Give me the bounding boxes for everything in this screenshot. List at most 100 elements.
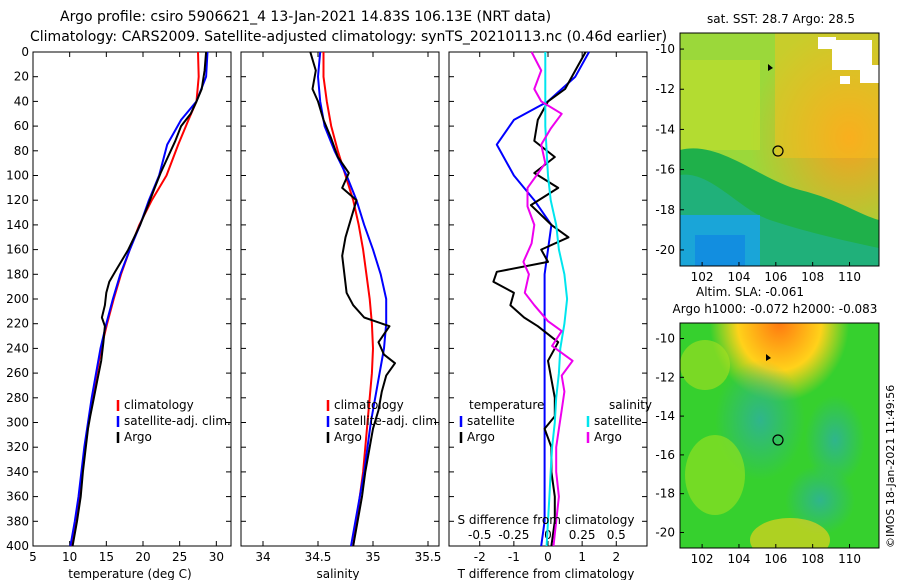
depth-tick-label: 120 bbox=[6, 193, 29, 207]
series-line-climatology bbox=[322, 52, 374, 547]
legend-label-s-argo: Argo bbox=[594, 430, 622, 444]
depth-tick-label: 240 bbox=[6, 341, 29, 355]
lon-tick-label: 102 bbox=[691, 270, 714, 284]
x-tick-label: 0 bbox=[544, 550, 552, 564]
depth-tick-label: 280 bbox=[6, 391, 29, 405]
series-line-salinity-argo bbox=[522, 51, 574, 547]
profile-location-circle bbox=[772, 434, 784, 446]
title-line-1: Argo profile: csiro 5906621_4 13-Jan-202… bbox=[60, 9, 551, 25]
depth-tick-label: 100 bbox=[6, 169, 29, 183]
sla-map-image bbox=[680, 323, 879, 548]
lon-tick-label: 104 bbox=[728, 270, 751, 284]
depth-tick-label: 320 bbox=[6, 440, 29, 454]
sla-map-title-line-2: Argo h1000: -0.072 h2000: -0.083 bbox=[673, 302, 878, 316]
lat-tick-label: -20 bbox=[655, 243, 675, 257]
lon-tick-label: 104 bbox=[728, 552, 751, 566]
depth-tick-label: 60 bbox=[14, 119, 29, 133]
s-tick-label: 0.5 bbox=[607, 528, 626, 542]
lat-tick-label: -14 bbox=[655, 122, 675, 136]
depth-tick-label: 200 bbox=[6, 292, 29, 306]
x-tick-label: 34 bbox=[255, 550, 270, 564]
sst-map-title: sat. SST: 28.7 Argo: 28.5 bbox=[707, 12, 855, 26]
sst-map-image bbox=[680, 33, 879, 266]
lat-tick-label: -16 bbox=[655, 448, 675, 462]
series-line-argo bbox=[71, 51, 208, 547]
profile-location-circle bbox=[772, 145, 784, 157]
difference-plot-frame bbox=[448, 51, 648, 547]
s-tick-label: -0.5 bbox=[468, 528, 491, 542]
lon-tick-label: 110 bbox=[838, 552, 861, 566]
depth-tick-label: 140 bbox=[6, 218, 29, 232]
sla-longitude-ticks: 102 104 106 108 110 bbox=[691, 544, 861, 566]
series-line-satellite-adj-clim- bbox=[69, 51, 209, 547]
salinity-axis-ticks: 34 34.5 35 35.5 bbox=[255, 52, 441, 564]
lat-tick-label: -12 bbox=[655, 370, 675, 384]
legend-title-temperature: temperature bbox=[469, 398, 544, 412]
temperature-panel: 0 20 40 60 80 100 120 140 160 180 200 220 240 260 280 3… bbox=[6, 45, 232, 580]
title-line-2: Climatology: CARS2009. Satellite-adjuste… bbox=[30, 29, 667, 45]
depth-tick-label: 340 bbox=[6, 465, 29, 479]
series-line-argo bbox=[309, 51, 396, 547]
x-tick-label: 15 bbox=[99, 550, 114, 564]
depth-tick-label: 400 bbox=[6, 539, 29, 553]
legend-label-climatology: climatology bbox=[334, 398, 404, 412]
depth-tick-label: 180 bbox=[6, 267, 29, 281]
lon-tick-label: 102 bbox=[691, 552, 714, 566]
lon-tick-label: 108 bbox=[801, 270, 824, 284]
sst-longitude-ticks: 102 104 106 108 110 bbox=[691, 262, 861, 284]
depth-tick-label: 160 bbox=[6, 243, 29, 257]
salinity-plot-frame bbox=[240, 51, 440, 547]
depth-tick-label: 0 bbox=[21, 45, 29, 59]
sla-latitude-ticks: -10 -12 -14 -16 -18 -20 bbox=[655, 332, 684, 539]
salinity-difference-legend: salinity satellite Argo bbox=[586, 398, 652, 444]
lat-tick-label: -18 bbox=[655, 487, 675, 501]
depth-tick-label: 40 bbox=[14, 94, 29, 108]
x-tick-label: -2 bbox=[474, 550, 486, 564]
depth-tick-label: 20 bbox=[14, 70, 29, 84]
lat-tick-label: -16 bbox=[655, 163, 675, 177]
legend-label-satellite: satellite-adj. clim. bbox=[124, 414, 231, 428]
lat-tick-label: -20 bbox=[655, 525, 675, 539]
temperature-axis-label: temperature (deg C) bbox=[68, 567, 191, 580]
temperature-plot-frame bbox=[32, 51, 232, 547]
salinity-axis-label: salinity bbox=[316, 567, 359, 580]
difference-series bbox=[492, 51, 590, 547]
s-difference-axis-label: S difference from climatology bbox=[458, 513, 635, 527]
series-line-temperature-argo bbox=[492, 51, 587, 547]
legend-label-s-satellite: satellite bbox=[594, 414, 642, 428]
x-tick-label: 34.5 bbox=[305, 550, 332, 564]
argo-position-marker bbox=[766, 354, 771, 361]
lon-tick-label: 110 bbox=[838, 270, 861, 284]
x-tick-label: 10 bbox=[62, 550, 77, 564]
t-difference-axis-ticks: -2 -1 0 1 2 bbox=[474, 52, 620, 564]
sla-map-title-line-1: Altim. SLA: -0.061 bbox=[696, 285, 804, 299]
x-tick-label: 1 bbox=[578, 550, 586, 564]
lon-tick-label: 108 bbox=[801, 552, 824, 566]
t-difference-axis-label: T difference from climatology bbox=[457, 567, 635, 580]
legend-label-argo: Argo bbox=[124, 430, 152, 444]
x-tick-label: 5 bbox=[29, 550, 37, 564]
depth-tick-label: 300 bbox=[6, 416, 29, 430]
depth-tick-label: 260 bbox=[6, 366, 29, 380]
x-tick-label: 35 bbox=[365, 550, 380, 564]
x-tick-label: 30 bbox=[209, 550, 224, 564]
depth-tick-label: 220 bbox=[6, 317, 29, 331]
legend-label-climatology: climatology bbox=[124, 398, 194, 412]
s-tick-label: -0.25 bbox=[498, 528, 529, 542]
x-tick-label: 35.5 bbox=[415, 550, 442, 564]
legend-label-argo: Argo bbox=[334, 430, 362, 444]
x-tick-label: 2 bbox=[612, 550, 620, 564]
sla-map: Altim. SLA: -0.061 Argo h1000: -0.072 h2… bbox=[655, 285, 880, 566]
temperature-axis-ticks: 5 10 15 20 25 30 bbox=[29, 52, 224, 564]
x-tick-label: 25 bbox=[172, 550, 187, 564]
series-line-temperature-satellite bbox=[495, 51, 590, 547]
temperature-series bbox=[69, 51, 209, 547]
series-line-salinity-satellite bbox=[544, 52, 569, 547]
salinity-panel: 34 34.5 35 35.5 salinity climatology satell… bbox=[240, 51, 441, 580]
difference-panel: -2 -1 0 1 2 -0.5 -0.25 0 0.25 0.5 S difference f… bbox=[448, 51, 652, 580]
legend-title-salinity: salinity bbox=[609, 398, 652, 412]
series-line-satellite-adj-clim- bbox=[317, 51, 388, 547]
depth-axis-ticks: 0 20 40 60 80 100 120 140 160 180 200 220 240 260 280 3… bbox=[6, 45, 29, 553]
s-tick-label: 0.25 bbox=[569, 528, 596, 542]
